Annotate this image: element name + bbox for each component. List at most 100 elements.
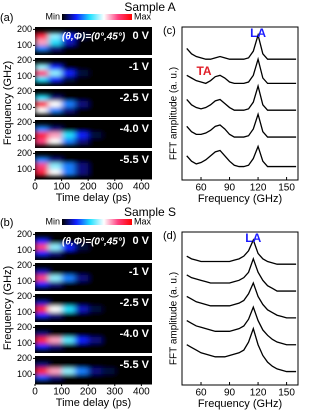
y-tick-label: 100 — [17, 276, 32, 286]
heatmap-cell — [61, 138, 75, 145]
heatmap-cell — [114, 330, 129, 337]
heatmap-cell — [74, 132, 89, 139]
heatmap-cell — [88, 101, 102, 108]
heatmap-cell — [114, 76, 129, 83]
heatmap-cell — [88, 39, 102, 46]
spectrum-line — [186, 144, 297, 168]
heatmap-cell — [88, 281, 102, 288]
y-tick-label: 200 — [17, 353, 32, 363]
heatmap-cell — [35, 169, 49, 176]
heatmap-cell — [114, 39, 129, 46]
heatmap-cell — [48, 275, 62, 282]
heatmap-cell — [128, 63, 142, 70]
heatmap-cell — [35, 312, 49, 319]
heatmap-cell — [74, 299, 89, 306]
voltage-label: -4.0 V — [120, 328, 150, 340]
heatmap-cell — [88, 94, 102, 101]
heatmap-cell — [114, 132, 129, 139]
colorbar-max: Max — [134, 11, 152, 21]
spectrum-line — [186, 32, 297, 60]
heatmap-cell — [101, 39, 115, 46]
colorbar-max: Max — [134, 216, 152, 226]
heatmap-cell — [88, 244, 102, 251]
heatmap-cell — [114, 237, 129, 244]
heatmap-cell — [88, 312, 102, 319]
heatmap-cell — [48, 237, 62, 244]
heatmap-cell — [88, 107, 102, 114]
x-tick-label: 150 — [278, 183, 295, 194]
heatmap-cell — [35, 268, 49, 275]
heatmap-cell — [48, 343, 62, 350]
heatmap-cell — [61, 306, 75, 313]
heatmap-cell — [88, 306, 102, 313]
heatmap-blur — [35, 32, 142, 52]
heatmap-cell — [101, 32, 115, 39]
heatmap-cell — [128, 250, 142, 257]
heatmap-cell — [74, 330, 89, 337]
heatmap-cell — [61, 45, 75, 52]
heatmap-cell — [128, 32, 142, 39]
voltage-label: -4.0 V — [120, 123, 150, 135]
heatmap-cell — [101, 156, 115, 163]
heatmap-blur — [35, 156, 142, 176]
heatmap-cell — [74, 343, 89, 350]
heatmap-cell — [48, 163, 62, 170]
heatmap-cell — [128, 330, 142, 337]
x-axis-label: Frequency (GHz) — [198, 398, 282, 410]
y-tick-label: 100 — [17, 338, 32, 348]
heatmap-cell — [101, 299, 115, 306]
x-tick-label: 300 — [106, 387, 123, 398]
heatmap-cell — [61, 107, 75, 114]
heatmap-cell — [114, 306, 129, 313]
heatmap-cell — [88, 275, 102, 282]
heatmap-cell — [74, 63, 89, 70]
heatmap-cell — [128, 156, 142, 163]
y-tick-label: 100 — [17, 40, 32, 50]
heatmap-cell — [101, 343, 115, 350]
sample-title: Sample A — [124, 0, 175, 14]
heatmap-cell — [61, 299, 75, 306]
heatmap-cell — [88, 125, 102, 132]
heatmap-cell — [114, 70, 129, 77]
heatmap-cell — [128, 163, 142, 170]
y-tick-label: 200 — [17, 291, 32, 301]
x-tick-label: 400 — [133, 182, 150, 193]
heatmap-cell — [114, 244, 129, 251]
y-axis-label: FFT amplitude (a. u.) — [169, 272, 180, 365]
heatmap-cell — [128, 268, 142, 275]
heatmap-cell — [88, 156, 102, 163]
heatmap-cell — [128, 306, 142, 313]
heatmap-cells — [35, 268, 142, 288]
heatmap-cell — [114, 156, 129, 163]
heatmap-cell — [128, 275, 142, 282]
heatmap-cell — [74, 237, 89, 244]
x-tick-label: 60 — [195, 388, 207, 399]
heatmap-cell — [48, 107, 62, 114]
heatmap-cell — [88, 32, 102, 39]
heatmap-cell — [74, 101, 89, 108]
y-tick-label: 100 — [17, 164, 32, 174]
heatmap-cell — [35, 70, 49, 77]
heatmap-cell — [48, 101, 62, 108]
colorbar — [62, 14, 132, 20]
heatmap-cell — [74, 169, 89, 176]
heatmap-cell — [101, 45, 115, 52]
heatmap-cell — [48, 374, 62, 381]
spectrum-line — [186, 83, 297, 111]
heatmap-cell — [61, 132, 75, 139]
voltage-label: -2.5 V — [120, 92, 150, 104]
heatmap-cell — [128, 76, 142, 83]
heatmap-cell — [74, 45, 89, 52]
heatmap-cells — [35, 330, 142, 350]
heatmap-cell — [35, 244, 49, 251]
heatmap-cell — [88, 343, 102, 350]
heatmap-cell — [114, 32, 129, 39]
heatmap-cell — [114, 299, 129, 306]
heatmap-cell — [101, 268, 115, 275]
heatmap-cell — [88, 237, 102, 244]
heatmap-cell — [48, 39, 62, 46]
y-tick-label: 100 — [17, 71, 32, 81]
heatmap-cell — [48, 244, 62, 251]
heatmap-cell — [61, 337, 75, 344]
spectrum-line — [186, 56, 297, 85]
